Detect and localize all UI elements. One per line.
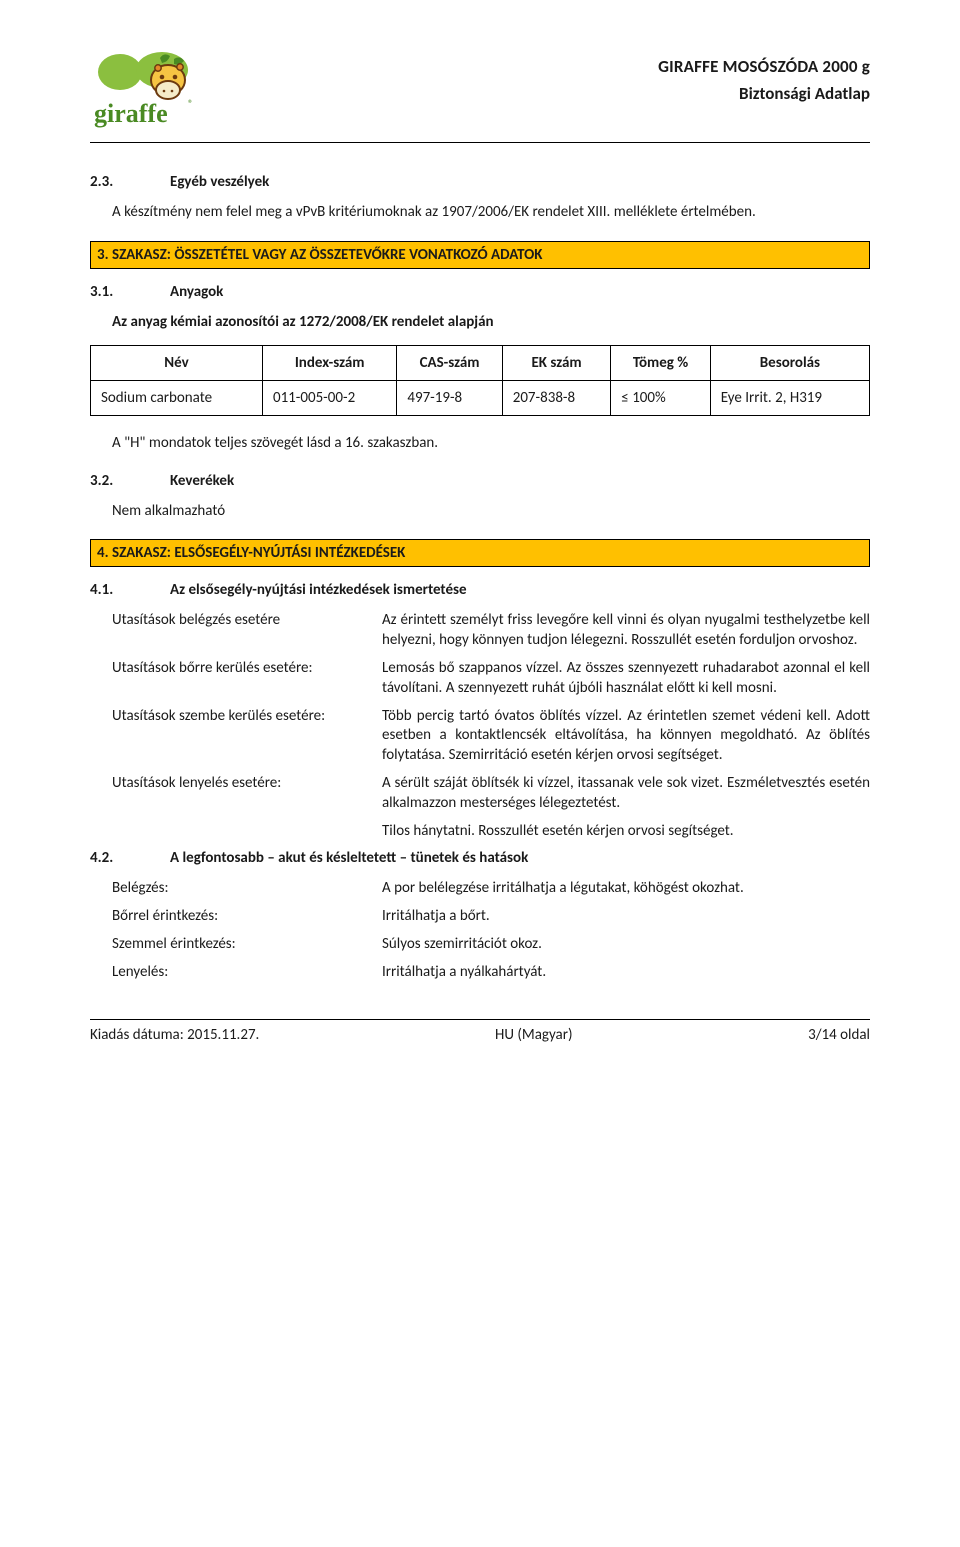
subsection-intro: Az anyag kémiai azonosítói az 1272/2008/…: [112, 313, 870, 331]
cell-ek: 207-838-8: [502, 380, 611, 415]
kv-key: Utasítások lenyelés esetére:: [112, 774, 382, 814]
table-header-row: Név Index-szám CAS-szám EK szám Tömeg % …: [91, 345, 870, 380]
col-class: Besorolás: [710, 345, 869, 380]
kv-row: Utasítások bőrre kerülés esetére: Lemosá…: [112, 659, 870, 699]
cell-cas: 497-19-8: [397, 380, 502, 415]
section-3-bar: 3. SZAKASZ: ÖSSZETÉTEL VAGY AZ ÖSSZETEVŐ…: [90, 241, 870, 269]
kv-row: Lenyelés: Irritálhatja a nyálkahártyát.: [112, 963, 870, 983]
kv-value: A por belélegzése irritálhatja a légutak…: [382, 879, 870, 899]
subsection-heading: Keverékek: [170, 472, 234, 490]
kv-key: Belégzés:: [112, 879, 382, 899]
kv-value: Lemosás bő szappanos vízzel. Az összes s…: [382, 659, 870, 699]
cell-index: 011-005-00-2: [262, 380, 396, 415]
kv-tail: Tilos hánytatni. Rosszullét esetén kérje…: [112, 822, 870, 842]
cell-name: Sodium carbonate: [91, 380, 263, 415]
brand-logo: giraffe ®: [90, 50, 200, 136]
kv-value: Irritálhatja a nyálkahártyát.: [382, 963, 870, 983]
kv-value: Súlyos szemirritációt okoz.: [382, 935, 870, 955]
kv-key: Lenyelés:: [112, 963, 382, 983]
subsection-number: 3.2.: [90, 472, 170, 490]
kv-row: Bőrrel érintkezés: Irritálhatja a bőrt.: [112, 907, 870, 927]
subsection-number: 3.1.: [90, 283, 170, 301]
subsection-2-3: 2.3. Egyéb veszélyek: [90, 173, 870, 191]
footer-language: HU (Magyar): [495, 1026, 573, 1044]
subsection-3-1: 3.1. Anyagok: [90, 283, 870, 301]
subsection-number: 2.3.: [90, 173, 170, 191]
page-footer: Kiadás dátuma: 2015.11.27. HU (Magyar) 3…: [90, 1019, 870, 1044]
col-ek: EK szám: [502, 345, 611, 380]
paragraph: A készítmény nem felel meg a vPvB kritér…: [112, 203, 870, 223]
col-cas: CAS-szám: [397, 345, 502, 380]
col-name: Név: [91, 345, 263, 380]
composition-table: Név Index-szám CAS-szám EK szám Tömeg % …: [90, 345, 870, 416]
symptoms-block: Belégzés: A por belélegzése irritálhatja…: [112, 879, 870, 982]
svg-text:®: ®: [188, 97, 193, 110]
kv-key: Bőrrel érintkezés:: [112, 907, 382, 927]
kv-value: Az érintett személyt friss levegőre kell…: [382, 611, 870, 651]
kv-key: Utasítások bőrre kerülés esetére:: [112, 659, 382, 699]
kv-key: Szemmel érintkezés:: [112, 935, 382, 955]
svg-text:giraffe: giraffe: [94, 99, 168, 128]
subsection-4-2: 4.2. A legfontosabb – akut és késleltete…: [90, 849, 870, 867]
kv-row: Utasítások szembe kerülés esetére: Több …: [112, 707, 870, 766]
kv-row: Szemmel érintkezés: Súlyos szemirritáció…: [112, 935, 870, 955]
subsection-heading: A legfontosabb – akut és késleltetett – …: [170, 849, 528, 867]
kv-value: Több percig tartó óvatos öblítés vízzel.…: [382, 707, 870, 766]
h-statements-note: A "H" mondatok teljes szövegét lásd a 16…: [112, 434, 870, 454]
footer-page-number: 3/14 oldal: [808, 1026, 870, 1044]
cell-class: Eye Irrit. 2, H319: [710, 380, 869, 415]
kv-value: Irritálhatja a bőrt.: [382, 907, 870, 927]
kv-value: Tilos hánytatni. Rosszullét esetén kérje…: [382, 822, 870, 842]
kv-key: Utasítások belégzés esetére: [112, 611, 382, 651]
subsection-heading: Az elsősegély-nyújtási intézkedések isme…: [170, 581, 467, 599]
paragraph: Nem alkalmazható: [112, 502, 870, 522]
subsection-number: 4.1.: [90, 581, 170, 599]
col-weight: Tömeg %: [611, 345, 710, 380]
kv-row: Utasítások lenyelés esetére: A sérült sz…: [112, 774, 870, 814]
first-aid-block: Utasítások belégzés esetére Az érintett …: [112, 611, 870, 841]
doc-type: Biztonsági Adatlap: [658, 83, 870, 104]
kv-row: Belégzés: A por belélegzése irritálhatja…: [112, 879, 870, 899]
subsection-3-2: 3.2. Keverékek: [90, 472, 870, 490]
subsection-number: 4.2.: [90, 849, 170, 867]
page-header: giraffe ® GIRAFFE MOSÓSZÓDA 2000 g Bizto…: [90, 50, 870, 143]
kv-row: Utasítások belégzés esetére Az érintett …: [112, 611, 870, 651]
subsection-4-1: 4.1. Az elsősegély-nyújtási intézkedések…: [90, 581, 870, 599]
product-title: GIRAFFE MOSÓSZÓDA 2000 g: [658, 56, 870, 77]
col-index: Index-szám: [262, 345, 396, 380]
document-page: giraffe ® GIRAFFE MOSÓSZÓDA 2000 g Bizto…: [0, 0, 960, 1074]
section-4-bar: 4. SZAKASZ: ELSŐSEGÉLY-NYÚJTÁSI INTÉZKED…: [90, 539, 870, 567]
kv-value: A sérült száját öblítsék ki vízzel, itas…: [382, 774, 870, 814]
subsection-heading: Egyéb veszélyek: [170, 173, 269, 191]
header-titles: GIRAFFE MOSÓSZÓDA 2000 g Biztonsági Adat…: [658, 56, 870, 104]
subsection-heading: Anyagok: [170, 283, 223, 301]
footer-issue-date: Kiadás dátuma: 2015.11.27.: [90, 1026, 259, 1044]
kv-key: Utasítások szembe kerülés esetére:: [112, 707, 382, 766]
table-row: Sodium carbonate 011-005-00-2 497-19-8 2…: [91, 380, 870, 415]
cell-weight: ≤ 100%: [611, 380, 710, 415]
